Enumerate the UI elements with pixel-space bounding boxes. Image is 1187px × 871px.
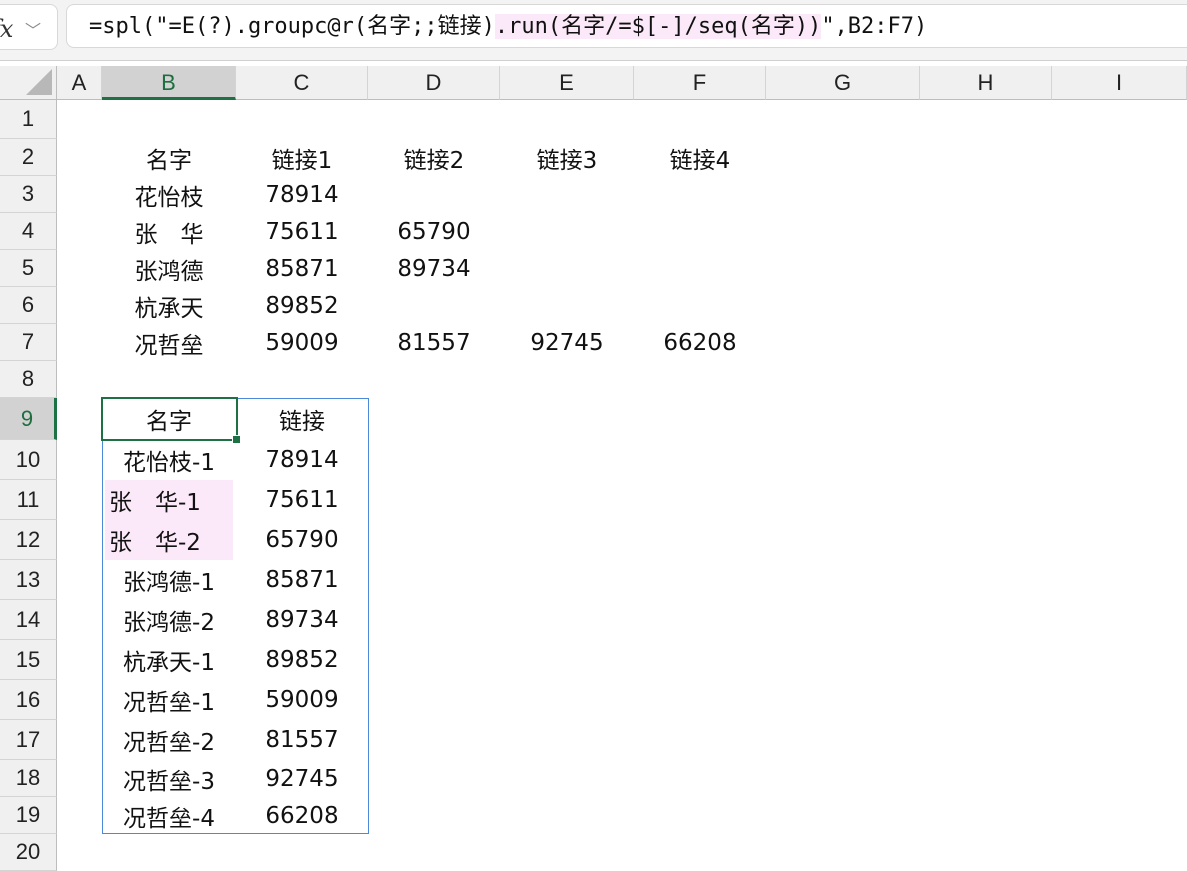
row-header-12[interactable]: 12 [0,520,57,560]
result-cell[interactable]: 81557 [265,727,339,753]
column-header-e[interactable]: E [500,66,634,100]
source-header-cell[interactable]: 链接1 [271,147,333,174]
source-header-cell[interactable]: 链接2 [403,147,465,174]
result-cell[interactable]: 89852 [265,647,339,673]
column-header-b[interactable]: B [102,66,236,100]
result-cell[interactable]: 张鸿德-2 [123,610,215,636]
chevron-down-icon[interactable]: ﹀ [25,21,42,40]
source-cell[interactable]: 59009 [265,329,339,356]
column-header-a[interactable]: A [57,66,102,100]
source-cell[interactable]: 65790 [397,218,471,245]
source-cell[interactable]: 况哲垒 [134,332,204,359]
select-all-button[interactable] [0,66,57,100]
result-cell[interactable]: 况哲垒-3 [123,768,215,795]
column-header-h[interactable]: H [920,66,1052,100]
row-header-7[interactable]: 7 [0,324,57,361]
row-header-2[interactable]: 2 [0,139,57,176]
row-header-8[interactable]: 8 [0,361,57,398]
result-cell[interactable]: 59009 [265,687,339,713]
row-header-6[interactable]: 6 [0,287,57,324]
source-cell[interactable]: 85871 [265,255,339,282]
row-header-20[interactable]: 20 [0,834,57,871]
column-header-c[interactable]: C [236,66,368,100]
result-header-cell[interactable]: 链接 [279,409,325,435]
row-header-13[interactable]: 13 [0,560,57,600]
source-cell[interactable]: 张鸿德 [134,258,204,285]
column-header-i[interactable]: I [1052,66,1187,100]
source-header-cell[interactable]: 名字 [146,147,192,174]
column-header-g[interactable]: G [766,66,920,100]
source-cell[interactable]: 66208 [663,329,737,356]
column-header-d[interactable]: D [368,66,500,100]
row-header-18[interactable]: 18 [0,760,57,797]
source-cell[interactable]: 92745 [530,329,604,356]
column-header-f[interactable]: F [634,66,766,100]
selected-cell-b9[interactable] [101,397,238,441]
result-cell[interactable]: 张 华-1 [105,480,233,520]
row-header-1[interactable]: 1 [0,100,57,139]
result-cell[interactable]: 75611 [265,487,339,513]
row-header-17[interactable]: 17 [0,720,57,760]
result-cell[interactable]: 杭承天-1 [123,650,215,676]
result-cell[interactable]: 况哲垒-2 [123,730,215,756]
source-cell[interactable]: 75611 [265,218,339,245]
result-cell[interactable]: 65790 [265,527,339,553]
row-header-19[interactable]: 19 [0,797,57,834]
source-cell[interactable]: 杭承天 [134,295,204,322]
row-header-16[interactable]: 16 [0,680,57,720]
fx-icon: fx [0,15,14,43]
source-cell[interactable]: 81557 [397,329,471,356]
result-cell[interactable]: 78914 [265,447,339,473]
formula-text: =spl("=E(?).groupc@r(名字;;链接) [89,14,495,39]
insert-function-button[interactable]: fx ﹀ [0,4,58,50]
result-cell[interactable]: 张鸿德-1 [123,570,215,596]
result-cell[interactable]: 66208 [265,802,339,829]
source-cell[interactable]: 78914 [265,181,339,208]
result-cell[interactable]: 张 华-2 [105,520,233,560]
row-header-10[interactable]: 10 [0,440,57,480]
formula-input[interactable]: =spl("=E(?).groupc@r(名字;;链接).run(名字/=$[-… [66,4,1187,48]
fill-handle[interactable] [232,435,241,444]
source-header-cell[interactable]: 链接3 [536,147,598,174]
result-cell[interactable]: 况哲垒-1 [123,690,215,716]
row-header-3[interactable]: 3 [0,176,57,213]
result-cell[interactable]: 85871 [265,567,339,593]
row-header-14[interactable]: 14 [0,600,57,640]
formula-highlight: .run(名字/=$[-]/seq(名字)) [494,14,822,39]
source-cell[interactable]: 张 华 [134,221,204,248]
source-cell[interactable]: 花怡枝 [134,184,204,211]
row-header-11[interactable]: 11 [0,480,57,520]
result-cell[interactable]: 89734 [265,607,339,633]
source-header-cell[interactable]: 链接4 [669,147,731,174]
row-header-4[interactable]: 4 [0,213,57,250]
result-cell[interactable]: 92745 [265,765,339,792]
row-header-15[interactable]: 15 [0,640,57,680]
source-cell[interactable]: 89734 [397,255,471,282]
result-header-cell[interactable]: 名字 [146,409,192,435]
formula-bar: fx ﹀ =spl("=E(?).groupc@r(名字;;链接).run(名字… [0,0,1187,61]
formula-text-end: ",B2:F7) [821,14,928,39]
result-cell[interactable]: 况哲垒-4 [123,805,215,832]
result-cell[interactable]: 花怡枝-1 [123,450,215,476]
row-header-9[interactable]: 9 [0,398,57,440]
row-header-5[interactable]: 5 [0,250,57,287]
source-cell[interactable]: 89852 [265,292,339,319]
